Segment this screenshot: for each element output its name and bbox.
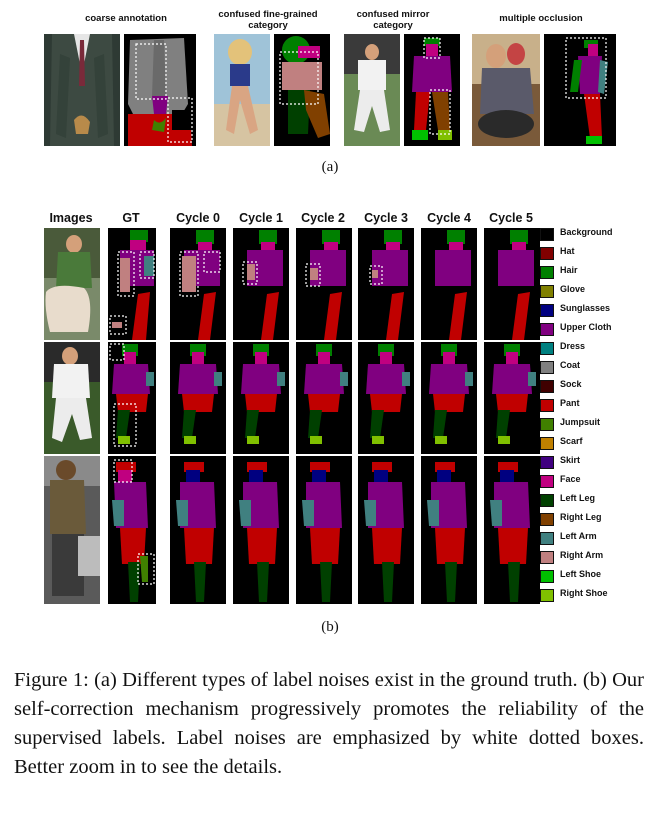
photo-occlusion: [472, 34, 540, 146]
label-map-fine-grained: [274, 34, 330, 146]
col-header-cycle-3: Cycle 3: [364, 211, 408, 225]
photo-fine-grained: [214, 34, 270, 146]
legend-label: Face: [560, 474, 581, 484]
cycle-0-row-3: [170, 456, 226, 604]
legend-swatch: [540, 494, 554, 507]
cycle-4-row-1: [421, 228, 477, 340]
legend-label: Skirt: [560, 455, 581, 465]
label-map-coarse-annotation: [124, 34, 196, 146]
legend-swatch: [540, 570, 554, 583]
col-header-cycle-5: Cycle 5: [489, 211, 533, 225]
legend-label: Scarf: [560, 436, 583, 446]
cycle-3-row-1: [358, 228, 414, 340]
legend-swatch: [540, 342, 554, 355]
cycle-1-row-1: [233, 228, 289, 340]
legend-label: Dress: [560, 341, 586, 351]
col-header-cycle-1: Cycle 1: [239, 211, 283, 225]
legend-label: Left Arm: [560, 531, 597, 541]
legend-label: Pant: [560, 398, 580, 408]
header-coarse-annotation: coarse annotation: [85, 13, 167, 24]
col-header-gt: GT: [122, 211, 140, 225]
legend-swatch: [540, 513, 554, 526]
legend-swatch: [540, 437, 554, 450]
gt-row-1: [108, 228, 156, 340]
photo-row-1: [44, 228, 100, 340]
legend-swatch: [540, 247, 554, 260]
legend-swatch: [540, 380, 554, 393]
cycle-5-row-2: [484, 342, 540, 454]
cycle-1-row-2: [233, 342, 289, 454]
cycle-1-row-3: [233, 456, 289, 604]
cycle-5-row-3: [484, 456, 540, 604]
legend-label: Left Shoe: [560, 569, 602, 579]
subfigure-label-a: (a): [321, 159, 339, 175]
legend-swatch: [540, 456, 554, 469]
cycle-2-row-1: [296, 228, 352, 340]
legend-swatch: [540, 551, 554, 564]
photo-coarse-annotation: [44, 34, 120, 146]
legend-swatch: [540, 285, 554, 298]
label-map-occlusion: [544, 34, 616, 146]
cycle-2-row-3: [296, 456, 352, 604]
legend-label: Sunglasses: [560, 303, 611, 313]
legend-swatch: [540, 475, 554, 488]
legend-label: Sock: [560, 379, 582, 389]
legend-swatch: [540, 589, 554, 602]
legend-label: Background: [560, 227, 613, 237]
cycle-0-row-1: [170, 228, 226, 340]
legend-label: Coat: [560, 360, 580, 370]
cycle-5-row-1: [484, 228, 540, 340]
cycle-3-row-2: [358, 342, 414, 454]
header-multiple-occlusion: multiple occlusion: [499, 13, 583, 24]
photo-row-2: [44, 342, 100, 454]
figure-caption: Figure 1: (a) Different types of label n…: [14, 669, 644, 778]
legend-label: Right Arm: [560, 550, 604, 560]
legend-label: Hat: [560, 246, 575, 256]
cycle-2-row-2: [296, 342, 352, 454]
legend-swatch: [540, 361, 554, 374]
legend-swatch: [540, 266, 554, 279]
legend-label: Left Leg: [560, 493, 595, 503]
header-confused-fine-grained: confused fine-grained category: [218, 9, 318, 31]
header-confused-mirror: confused mirror category: [356, 9, 430, 31]
legend-swatch: [540, 532, 554, 545]
legend-label: Glove: [560, 284, 586, 294]
legend-swatch: [540, 399, 554, 412]
photo-mirror: [344, 34, 400, 146]
legend-label: Right Leg: [560, 512, 602, 522]
legend-label: Jumpsuit: [560, 417, 601, 427]
photo-row-3: [44, 456, 100, 604]
col-header-images: Images: [49, 211, 93, 225]
col-header-cycle-4: Cycle 4: [427, 211, 471, 225]
col-header-cycle-2: Cycle 2: [301, 211, 345, 225]
subfigure-label-b: (b): [321, 619, 339, 635]
legend: Background Hat Hair Glove Sunglasses Upper Cl…: [540, 226, 658, 610]
legend-label: Upper Cloth: [560, 322, 612, 332]
legend-swatch: [540, 304, 554, 317]
cycle-4-row-3: [421, 456, 477, 604]
legend-swatch: [540, 228, 554, 241]
legend-swatch: [540, 418, 554, 431]
cycle-3-row-3: [358, 456, 414, 604]
cycle-0-row-2: [170, 342, 226, 454]
gt-row-2: [108, 342, 156, 454]
cycle-4-row-2: [421, 342, 477, 454]
legend-label: Hair: [560, 265, 578, 275]
gt-row-3: [108, 456, 156, 604]
legend-label: Right Shoe: [560, 588, 608, 598]
label-map-mirror: [404, 34, 460, 146]
col-header-cycle-0: Cycle 0: [176, 211, 220, 225]
legend-swatch: [540, 323, 554, 336]
